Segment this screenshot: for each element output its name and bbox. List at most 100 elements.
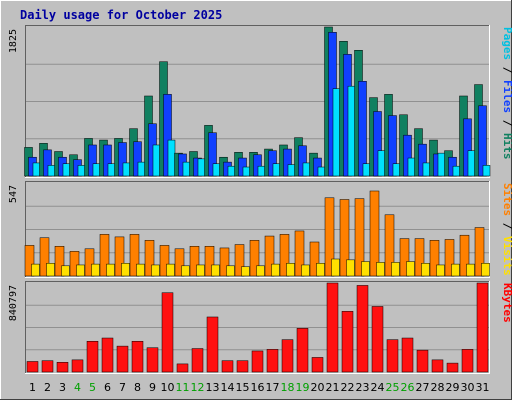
bar-sites-day-11: [174, 248, 185, 277]
bar-files-day-10: [163, 94, 172, 177]
x-tick-label-day-1: 1: [29, 381, 36, 394]
bar-files-day-17: [268, 150, 277, 177]
x-tick-label-day-29: 29: [446, 381, 460, 394]
x-axis-labels: 1 2 3 4 5 6 7 8 9 10 11 12 13 14 15 16 17 18 19 20 21 22 23 24 2…: [29, 381, 490, 394]
bar-kbytes-day-14: [221, 360, 234, 373]
x-tick-label-day-12: 12: [191, 381, 205, 394]
bar-pages-day-2: [47, 165, 56, 177]
bar-visits-day-13: [211, 264, 220, 277]
bar-files-day-23: [358, 81, 367, 177]
x-tick-label-day-20: 20: [311, 381, 325, 394]
bar-visits-day-15: [241, 266, 250, 277]
x-tick-label-day-21: 21: [326, 381, 340, 394]
x-tick-label-day-11: 11: [176, 381, 190, 394]
bar-visits-day-12: [196, 264, 205, 277]
bar-sites-day-22: [339, 199, 350, 277]
x-tick-label-day-7: 7: [119, 381, 126, 394]
bar-pages-day-23: [362, 163, 371, 177]
x-tick-label-day-28: 28: [431, 381, 445, 394]
bar-visits-day-8: [136, 263, 145, 277]
x-tick-label-day-22: 22: [341, 381, 355, 394]
bar-sites-day-31: [474, 227, 485, 277]
bar-pages-day-12: [197, 158, 206, 177]
bar-sites-day-17: [264, 235, 275, 277]
bar-kbytes-day-6: [101, 337, 114, 373]
bar-visits-day-9: [151, 264, 160, 277]
bar-kbytes-day-12: [191, 348, 204, 373]
legend-item-files: Files: [501, 80, 512, 113]
bar-sites-day-16: [249, 240, 260, 277]
bar-kbytes-day-15: [236, 360, 249, 373]
bar-pages-day-28: [437, 152, 446, 177]
bar-files-day-31: [478, 105, 487, 177]
x-tick-label-day-31: 31: [476, 381, 490, 394]
bar-files-day-26: [403, 134, 412, 177]
bar-visits-day-5: [91, 263, 100, 277]
bar-pages-day-21: [332, 88, 341, 177]
bar-sites-day-26: [399, 238, 410, 277]
bar-sites-day-18: [279, 234, 290, 277]
panel-traffic-max-label: 1825: [8, 29, 19, 53]
bar-kbytes-day-3: [56, 362, 69, 373]
bar-files-day-19: [298, 145, 307, 177]
bar-pages-day-7: [122, 162, 131, 177]
bar-sites-day-30: [459, 234, 470, 277]
x-tick-label-day-2: 2: [44, 381, 51, 394]
legend-item-sites: Sites: [501, 183, 512, 216]
bar-pages-day-22: [347, 85, 356, 177]
bar-sites-day-20: [309, 241, 320, 277]
bar-visits-day-1: [31, 263, 40, 277]
legend-item-: /: [501, 216, 512, 236]
panel-kbytes-max-label: 840797: [8, 285, 19, 321]
bar-pages-day-24: [377, 150, 386, 177]
bar-kbytes-day-17: [266, 349, 279, 373]
bar-sites-day-4: [69, 251, 80, 277]
bar-kbytes-day-1: [26, 361, 39, 373]
bar-sites-day-13: [204, 246, 215, 277]
bar-sites-day-10: [159, 245, 170, 277]
bar-visits-day-26: [406, 261, 415, 277]
x-tick-label-day-3: 3: [59, 381, 66, 394]
panel-kbytes-legend: KBytes: [501, 283, 512, 323]
legend-item-: /: [501, 113, 512, 133]
bar-kbytes-day-13: [206, 316, 219, 373]
bar-kbytes-day-27: [416, 349, 429, 373]
bar-pages-day-29: [452, 165, 461, 177]
bar-kbytes-day-4: [71, 359, 84, 373]
bar-kbytes-day-9: [146, 347, 159, 373]
bar-kbytes-day-23: [356, 285, 369, 373]
bar-sites-day-27: [414, 238, 425, 277]
bar-kbytes-day-20: [311, 357, 324, 373]
bar-visits-day-14: [226, 265, 235, 277]
x-tick-label-day-23: 23: [356, 381, 370, 394]
bar-pages-day-8: [137, 161, 146, 177]
x-tick-label-day-15: 15: [236, 381, 250, 394]
bar-pages-day-27: [422, 162, 431, 177]
bar-files-day-18: [283, 148, 292, 177]
bar-kbytes-day-28: [431, 359, 444, 373]
bar-sites-day-29: [444, 239, 455, 277]
bar-sites-day-14: [219, 247, 230, 277]
bar-sites-day-25: [384, 214, 395, 277]
bar-files-day-8: [133, 141, 142, 177]
bar-kbytes-day-22: [341, 311, 354, 373]
bar-kbytes-day-8: [131, 341, 144, 373]
panel-visits: 547 Sites / Visits: [8, 181, 512, 278]
x-tick-label-day-13: 13: [206, 381, 220, 394]
x-tick-label-day-5: 5: [89, 381, 96, 394]
bar-sites-day-12: [189, 246, 200, 277]
bar-pages-day-9: [152, 144, 161, 177]
bar-visits-day-18: [286, 263, 295, 277]
bar-visits-day-27: [421, 263, 430, 277]
bar-kbytes-day-19: [296, 328, 309, 373]
bar-kbytes-day-5: [86, 341, 99, 373]
legend-item-pages: Pages: [501, 27, 512, 60]
bar-sites-day-15: [234, 244, 245, 277]
bar-pages-day-31: [482, 165, 491, 177]
x-tick-label-day-10: 10: [161, 381, 175, 394]
chart-panels: 1825 Pages / Files / Hits 547 Sites / Visit…: [8, 25, 512, 374]
bar-visits-day-16: [256, 265, 265, 277]
x-tick-label-day-9: 9: [149, 381, 156, 394]
